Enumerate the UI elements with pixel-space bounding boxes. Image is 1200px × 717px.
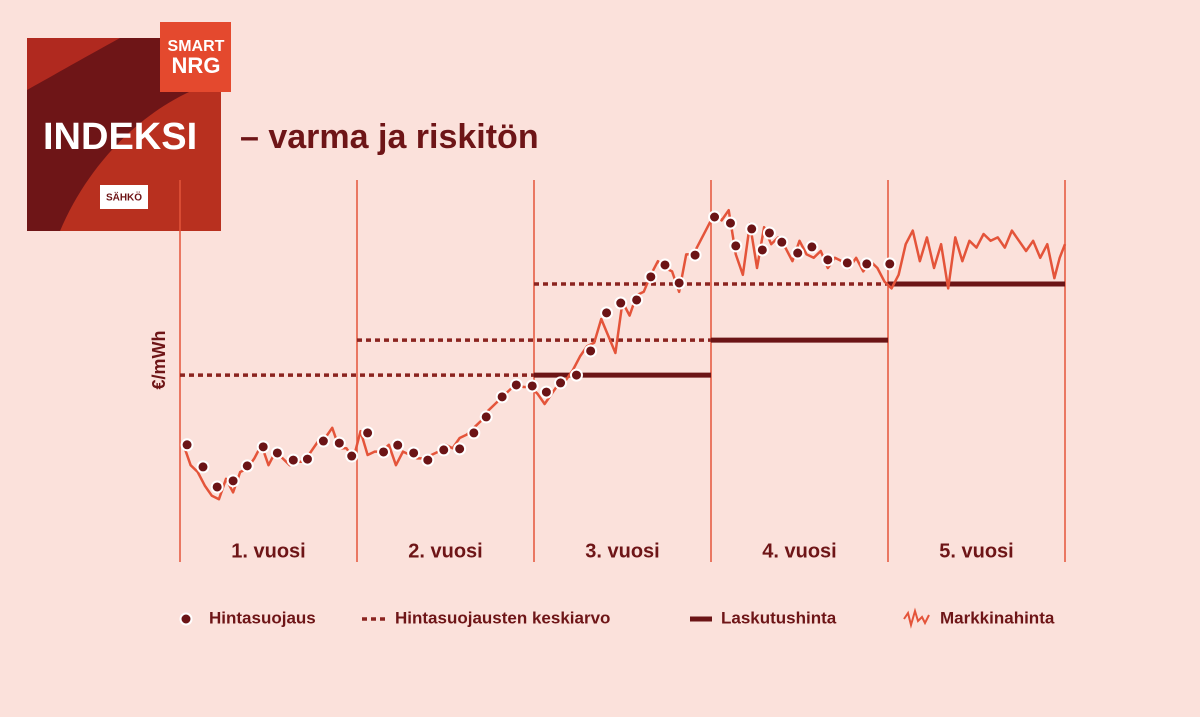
- y-axis-label: €/mWh: [149, 330, 169, 389]
- hedge-point: [391, 438, 405, 452]
- hedge-point: [256, 440, 270, 454]
- x-tick-label: 2. vuosi: [408, 540, 482, 562]
- hedge-point: [708, 210, 722, 224]
- hedge-point: [688, 248, 702, 262]
- legend-marker: [179, 612, 193, 626]
- chart-title: INDEKSI: [43, 116, 197, 158]
- hedge-point: [332, 436, 346, 450]
- legend-label: Markkinahinta: [940, 608, 1055, 627]
- hedge-point: [821, 253, 835, 267]
- logo-shape: [27, 38, 120, 90]
- hedge-point: [584, 344, 598, 358]
- hedge-point: [723, 216, 737, 230]
- legend: Hintasuojaus Hintasuojausten keskiarvo Las…: [179, 607, 1055, 629]
- hedge-point: [614, 296, 628, 310]
- legend-label: Hintasuojaus: [209, 608, 316, 627]
- chart-subtitle: – varma ja riskitön: [240, 118, 539, 156]
- hedge-point: [658, 258, 672, 272]
- x-tick-label: 4. vuosi: [762, 540, 836, 562]
- x-tick-label: 5. vuosi: [939, 540, 1013, 562]
- hedge-point: [407, 446, 421, 460]
- hedge-point: [775, 235, 789, 249]
- hedge-point: [345, 449, 359, 463]
- hedge-point: [630, 293, 644, 307]
- hedge-point: [377, 445, 391, 459]
- hedge-point: [805, 240, 819, 254]
- logo-label: SÄHKÖ: [106, 191, 142, 204]
- hedge-point: [286, 453, 300, 467]
- hedge-point: [421, 453, 435, 467]
- market-line: [182, 208, 1067, 501]
- hedge-point: [755, 243, 769, 257]
- legend-marker: [903, 607, 930, 629]
- hedge-point: [180, 438, 194, 452]
- hedge-point: [745, 222, 759, 236]
- hedge-point: [467, 426, 481, 440]
- hedge-point: [437, 443, 451, 457]
- x-tick-label: 1. vuosi: [231, 540, 305, 562]
- hedge-point: [883, 257, 897, 271]
- hedge-point: [361, 426, 375, 440]
- label-box: [100, 185, 148, 209]
- hedge-point: [495, 390, 509, 404]
- hedge-point: [300, 452, 314, 466]
- brand-top: SMART: [168, 38, 225, 55]
- hedge-point: [316, 434, 330, 448]
- hedge-point: [270, 446, 284, 460]
- hedge-point: [210, 480, 224, 494]
- brand-bottom: NRG: [172, 53, 221, 78]
- hedge-point: [226, 474, 240, 488]
- plot: 1. vuosi 2. vuosi 3. vuosi 4. vuosi 5. vuosi: [179, 180, 1067, 562]
- hedge-point: [509, 378, 523, 392]
- x-tick-label: 3. vuosi: [585, 540, 659, 562]
- hedge-point: [479, 410, 493, 424]
- hedge-point: [672, 276, 686, 290]
- hedge-point: [569, 368, 583, 382]
- hedge-point: [554, 376, 568, 390]
- hedge-point: [539, 385, 553, 399]
- brand-box: [160, 22, 231, 92]
- hedge-point: [860, 257, 874, 271]
- hedge-point: [525, 379, 539, 393]
- hedge-point: [644, 270, 658, 284]
- hedge-point: [600, 306, 614, 320]
- legend-label: Laskutushinta: [721, 608, 837, 627]
- hedge-point: [840, 256, 854, 270]
- hedge-point: [196, 460, 210, 474]
- hedge-point: [791, 246, 805, 260]
- hedge-point: [453, 442, 467, 456]
- hedge-point: [762, 226, 776, 240]
- legend-label: Hintasuojausten keskiarvo: [395, 608, 610, 627]
- hedge-point: [729, 239, 743, 253]
- hedge-point: [240, 459, 254, 473]
